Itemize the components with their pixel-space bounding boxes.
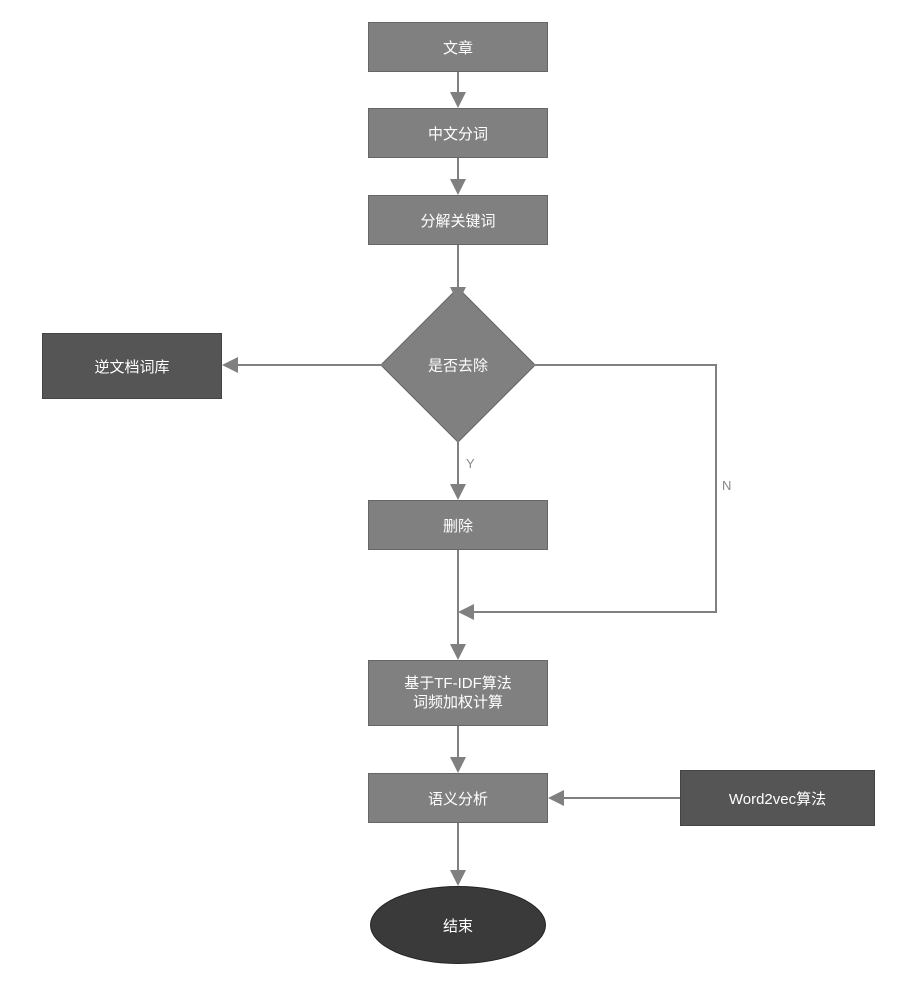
node-label: 逆文档词库	[94, 356, 169, 377]
node-label: 文章	[443, 37, 473, 58]
node-decision: 是否去除	[403, 310, 513, 420]
node-delete: 删除	[368, 500, 548, 550]
node-article: 文章	[368, 22, 548, 72]
node-segment: 中文分词	[368, 108, 548, 158]
node-word2vec: Word2vec算法	[680, 770, 875, 826]
node-label: 基于TF-IDF算法 词频加权计算	[404, 674, 511, 713]
node-semantic: 语义分析	[368, 773, 548, 823]
node-inverse-lexicon: 逆文档词库	[42, 333, 222, 399]
node-label: 结束	[443, 915, 473, 936]
node-label: 是否去除	[428, 355, 488, 376]
node-tfidf: 基于TF-IDF算法 词频加权计算	[368, 660, 548, 726]
node-label: 分解关键词	[420, 210, 495, 231]
node-label: 语义分析	[428, 788, 488, 809]
node-label: Word2vec算法	[729, 788, 826, 809]
edge-label-n: N	[722, 478, 731, 493]
node-extract: 分解关键词	[368, 195, 548, 245]
node-end: 结束	[370, 886, 546, 964]
node-label: 删除	[443, 515, 473, 536]
edge-label-y: Y	[466, 456, 475, 471]
node-label: 中文分词	[428, 123, 488, 144]
